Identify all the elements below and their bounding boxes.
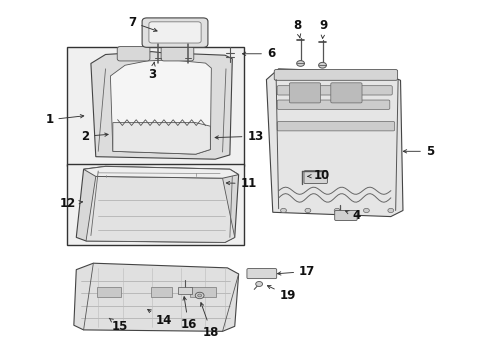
FancyBboxPatch shape — [161, 46, 193, 61]
Circle shape — [296, 60, 304, 66]
FancyBboxPatch shape — [142, 18, 207, 47]
Text: 17: 17 — [277, 265, 315, 278]
Text: 7: 7 — [128, 16, 157, 31]
FancyBboxPatch shape — [149, 22, 201, 43]
Text: 4: 4 — [345, 210, 360, 222]
FancyBboxPatch shape — [330, 83, 361, 103]
Bar — [66, 47, 244, 166]
Text: 2: 2 — [81, 130, 108, 143]
Polygon shape — [110, 60, 211, 154]
Text: 9: 9 — [319, 19, 327, 39]
Polygon shape — [86, 176, 234, 242]
FancyBboxPatch shape — [151, 287, 172, 297]
Text: 10: 10 — [307, 169, 329, 182]
FancyBboxPatch shape — [289, 83, 320, 103]
FancyBboxPatch shape — [277, 122, 394, 131]
FancyBboxPatch shape — [304, 171, 327, 184]
Circle shape — [387, 208, 393, 213]
FancyBboxPatch shape — [189, 287, 216, 297]
Polygon shape — [83, 166, 238, 178]
FancyBboxPatch shape — [246, 269, 276, 279]
Polygon shape — [76, 166, 238, 242]
Circle shape — [197, 294, 201, 297]
Bar — [66, 164, 244, 244]
Polygon shape — [113, 123, 210, 154]
Text: 14: 14 — [147, 310, 172, 327]
Text: 6: 6 — [242, 47, 275, 60]
FancyBboxPatch shape — [97, 287, 121, 297]
Text: 5: 5 — [403, 145, 433, 158]
FancyBboxPatch shape — [177, 287, 192, 294]
FancyBboxPatch shape — [277, 100, 389, 109]
FancyBboxPatch shape — [277, 86, 391, 95]
FancyBboxPatch shape — [274, 69, 397, 80]
Text: 18: 18 — [200, 303, 219, 338]
Polygon shape — [74, 263, 238, 331]
FancyBboxPatch shape — [117, 46, 150, 61]
Circle shape — [363, 208, 368, 213]
Text: 13: 13 — [215, 130, 263, 143]
Text: 12: 12 — [60, 197, 82, 210]
Circle shape — [318, 62, 326, 68]
FancyBboxPatch shape — [334, 211, 356, 221]
Circle shape — [195, 292, 203, 299]
Polygon shape — [91, 51, 232, 159]
Text: 1: 1 — [45, 113, 83, 126]
Circle shape — [280, 208, 286, 213]
Text: 16: 16 — [180, 297, 196, 331]
Polygon shape — [266, 69, 402, 217]
Text: 19: 19 — [267, 285, 295, 302]
Text: 15: 15 — [109, 318, 128, 333]
Text: 8: 8 — [292, 19, 301, 38]
Circle shape — [333, 208, 339, 213]
Text: 3: 3 — [148, 62, 156, 81]
Circle shape — [305, 208, 310, 213]
Circle shape — [255, 282, 262, 287]
Text: 11: 11 — [226, 177, 256, 190]
